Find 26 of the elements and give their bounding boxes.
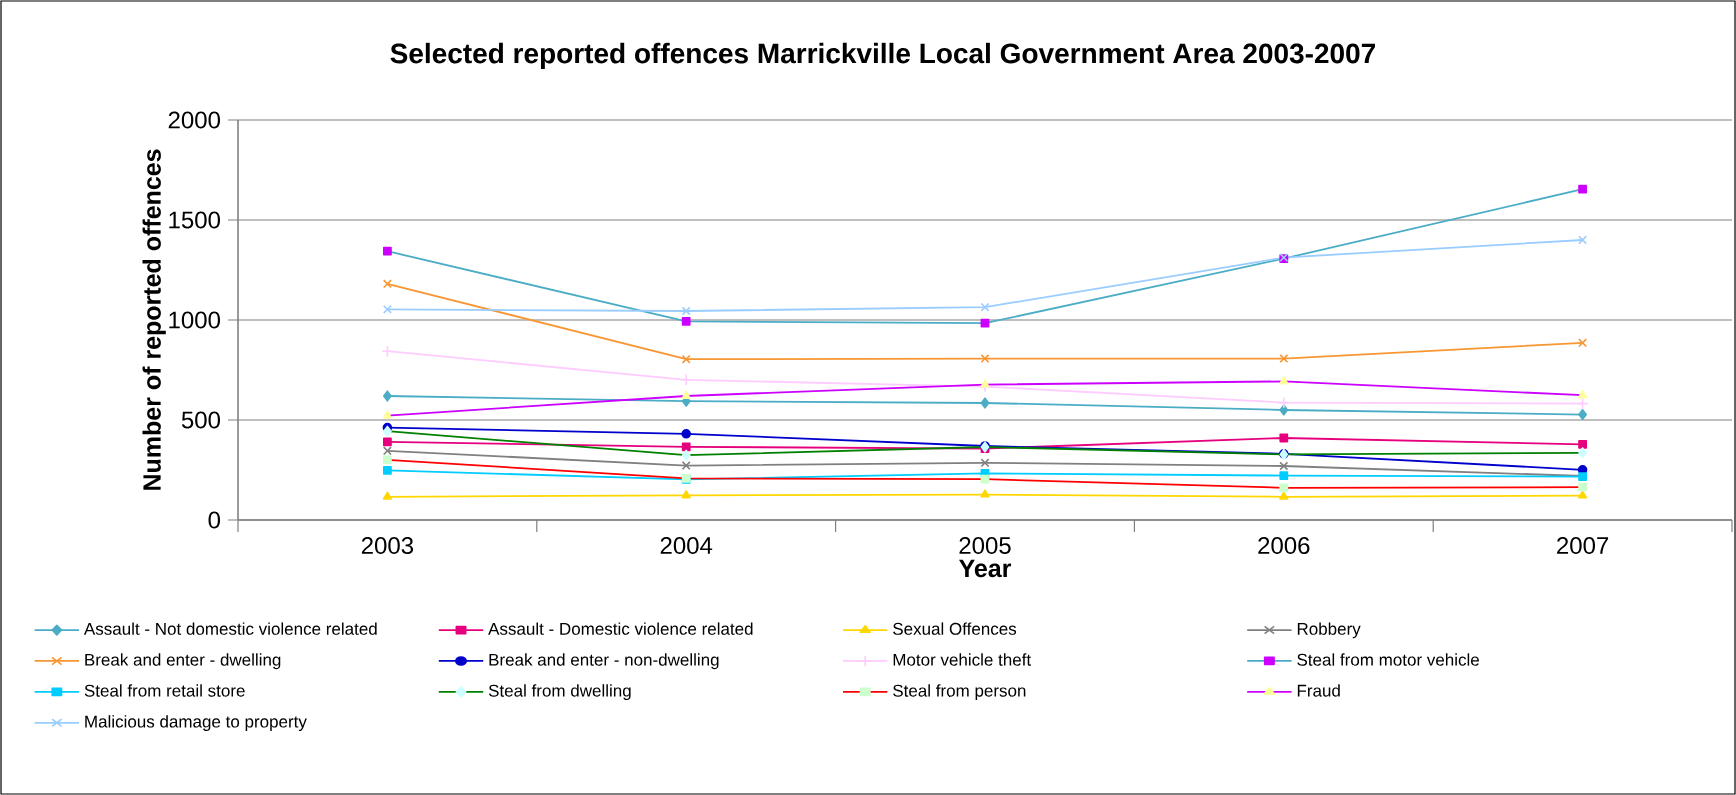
legend-label: Robbery (1297, 622, 1361, 639)
chart-title: Selected reported offences Marrickville Local Government Area 2003-2007 (390, 42, 1375, 69)
legend-label: Steal from dwelling (488, 684, 631, 701)
legend-label: Fraud (1297, 684, 1340, 697)
x-tick-label: 2004 (660, 537, 713, 555)
legend-label: Break and enter - dwelling (85, 653, 281, 670)
y-tick-label: 1000 (169, 311, 220, 329)
legend-label: Steal from retail store (84, 684, 245, 697)
legend-label: Motor vehicle theft (893, 653, 1032, 666)
x-tick-label: 2006 (1258, 537, 1310, 555)
legend-label: Assault - Domestic violence related (488, 622, 753, 635)
legend-label: Assault - Not domestic violence related (83, 622, 377, 635)
x-tick-label: 2003 (361, 537, 414, 555)
x-tick-label: 2007 (1557, 537, 1609, 555)
legend-label: Sexual Offences (893, 622, 1017, 635)
legend-label: Steal from motor vehicle (1297, 653, 1479, 666)
y-tick-label: 1500 (169, 211, 220, 229)
y-tick-label: 500 (181, 411, 220, 429)
legend-label: Steal from person (893, 684, 1026, 701)
x-axis-title: Year (959, 559, 1012, 578)
y-axis-title: Number of reported offences (142, 149, 166, 490)
x-tick-label: 2005 (959, 537, 1011, 555)
y-tick-label: 2000 (168, 111, 220, 129)
legend-label: Malicious damage to property (85, 715, 307, 731)
y-tick-label: 0 (208, 511, 221, 529)
legend-label: Break and enter - non-dwelling (489, 653, 719, 670)
